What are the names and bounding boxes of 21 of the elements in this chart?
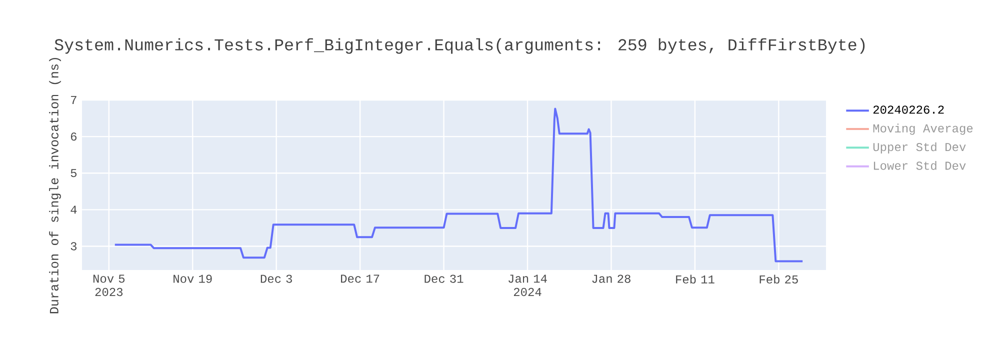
y-tick-label: 4	[70, 206, 77, 214]
x-tick-label: Nov 5 2023	[93, 274, 125, 296]
x-tick-label: Dec 17	[341, 274, 380, 283]
y-tick-label: 7	[71, 96, 76, 104]
x-tick-label: Feb 11	[676, 274, 714, 284]
legend-label: Lower Std Dev	[874, 161, 966, 170]
legend-label: 20240226.2	[873, 106, 944, 114]
y-tick-label: 6	[70, 132, 77, 141]
x-tick-label: Feb 25	[760, 274, 798, 284]
legend-label: Upper Std Dev	[873, 142, 966, 154]
y-tick-label: 3	[70, 242, 77, 250]
x-tick-label: Jan 28	[592, 274, 630, 283]
line-series	[114, 108, 804, 262]
x-tick-label: Nov 19	[174, 274, 212, 283]
y-axis-title: Duration of single invocation (ns)	[49, 58, 61, 314]
legend-label: Moving Average	[873, 124, 973, 135]
chart-title: System.Numerics.Tests.Perf_BigInteger.Equals(arguments: 259 bytes, DiffFirstByte)	[54, 38, 865, 54]
x-tick-label: Dec 31	[424, 274, 464, 283]
y-tick-label: 5	[70, 169, 77, 178]
x-tick-label: Jan 14 2024	[508, 274, 547, 296]
x-tick-label: Dec 3	[260, 274, 292, 283]
